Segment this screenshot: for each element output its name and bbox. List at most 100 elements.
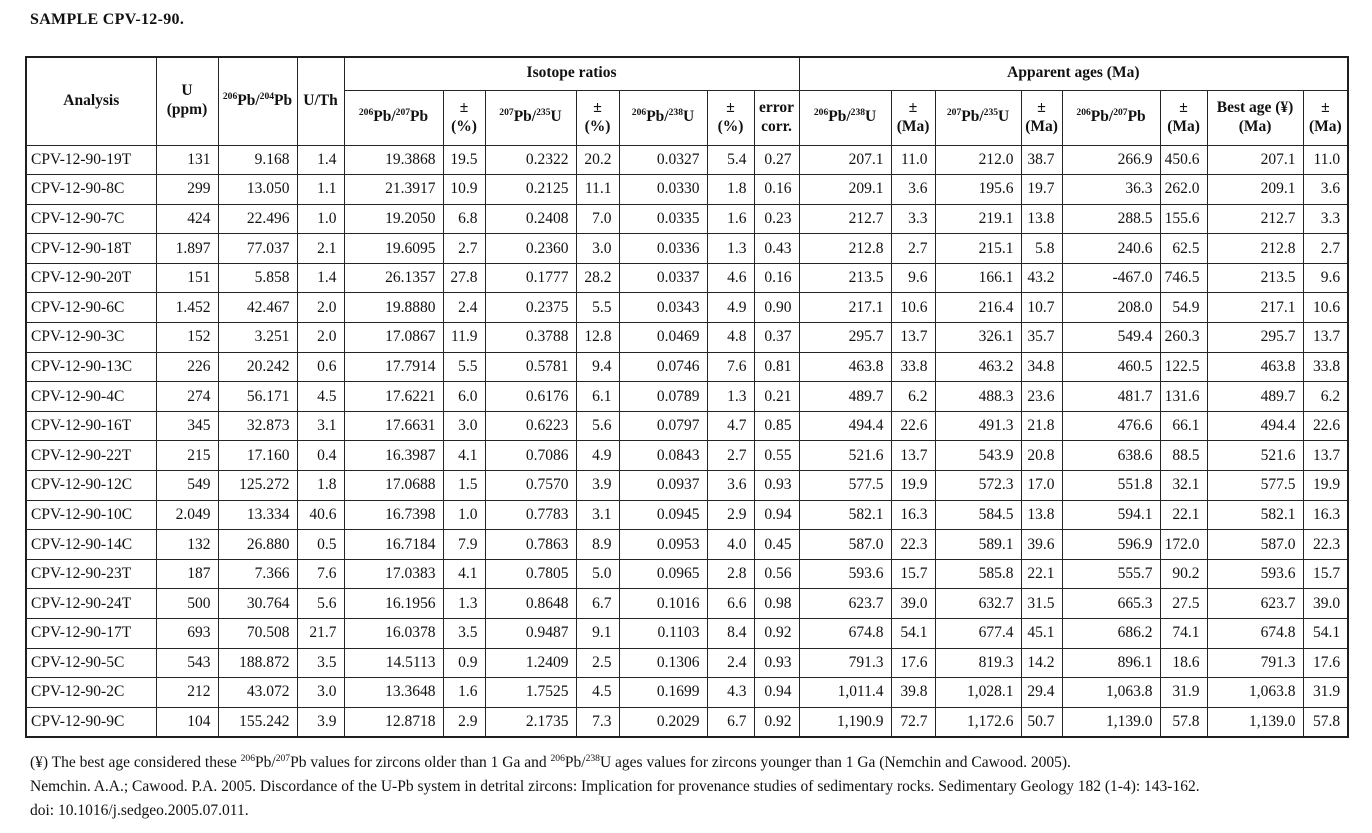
cell-pb206_pb204: 77.037 [217,233,298,264]
cell-ratio_206_207: 21.3917 [343,174,444,205]
cell-ratio_207_235_err_pct: 28.2 [575,262,620,294]
cell-ratio_206_238: 0.0336 [618,233,708,264]
cell-age_206_238: 295.7 [798,322,892,353]
cell-age_206_207: 549.4 [1061,322,1161,353]
cell-age_206_207: 460.5 [1061,351,1161,383]
cell-age_207_235: 219.1 [934,203,1022,235]
cell-best_age_err: 39.0 [1302,588,1349,619]
cell-age_206_238: 521.6 [798,440,892,472]
cell-ratio_206_207_err_pct: 2.4 [442,292,486,324]
cell-ratio_207_235: 0.2408 [484,203,577,235]
cell-ratio_206_207_err_pct: 3.5 [442,618,486,649]
cell-ratio_206_238_err_pct: 4.7 [706,410,755,442]
cell-age_206_238_err: 22.6 [890,410,936,442]
cell-pb206_pb204: 56.171 [217,381,298,412]
cell-ratio_207_235_err_pct: 5.6 [575,410,620,442]
table-row: CPV-12-90-20T 151 5.858 1.4 26.1357 27.8 0.177… [25,262,1349,294]
footnote-doi: doi: 10.1016/j.sedgeo.2005.07.011. [30,801,249,819]
cell-analysis: CPV-12-90-2C [25,677,157,708]
cell-age_206_207: 288.5 [1061,203,1161,235]
cell-age_206_238_err: 22.3 [890,529,936,560]
cell-u_ppm: 104 [155,706,219,738]
cell-u_ppm: 131 [155,144,219,176]
cell-error_corr: 0.23 [753,203,800,235]
cell-age_206_207_err: 32.1 [1159,470,1208,501]
cell-age_206_238: 463.8 [798,351,892,383]
cell-analysis: CPV-12-90-17T [25,618,157,649]
cell-analysis: CPV-12-90-3C [25,322,157,353]
cell-age_206_207_err: 746.5 [1159,262,1208,294]
cell-age_207_235_err: 45.1 [1020,618,1063,649]
cell-ratio_206_238: 0.0953 [618,529,708,560]
table-row: CPV-12-90-2C 212 43.072 3.0 13.3648 1.6 1.7525… [25,677,1349,708]
cell-pb206_pb204: 43.072 [217,677,298,708]
table-row: CPV-12-90-5C 543 188.872 3.5 14.5113 0.9 1.240… [25,647,1349,679]
cell-age_206_207_err: 54.9 [1159,292,1208,324]
cell-age_206_207_err: 262.0 [1159,174,1208,205]
table-row: CPV-12-90-18T 1.897 77.037 2.1 19.6095 2.7 0.2… [25,233,1349,264]
cell-ratio_206_238: 0.1306 [618,647,708,679]
cell-error_corr: 0.81 [753,351,800,383]
cell-age_206_207: 1,139.0 [1061,706,1161,738]
cell-ratio_207_235_err_pct: 4.5 [575,677,620,708]
cell-analysis: CPV-12-90-5C [25,647,157,679]
cell-ratio_206_207: 17.0383 [343,558,444,590]
cell-age_206_207_err: 172.0 [1159,529,1208,560]
cell-ratio_207_235: 0.9487 [484,618,577,649]
cell-best_age: 207.1 [1206,144,1304,176]
cell-age_206_238: 593.6 [798,558,892,590]
cell-ratio_207_235_err_pct: 4.9 [575,440,620,472]
cell-u_ppm: 226 [155,351,219,383]
cell-pb206_pb204: 9.168 [217,144,298,176]
cell-best_age_err: 9.6 [1302,262,1349,294]
cell-u_ppm: 132 [155,529,219,560]
cell-age_207_235: 488.3 [934,381,1022,412]
cell-ratio_206_238: 0.0330 [618,174,708,205]
cell-ratio_206_207: 17.6631 [343,410,444,442]
cell-u_ppm: 543 [155,647,219,679]
cell-pb206_pb204: 155.242 [217,706,298,738]
cell-age_207_235: 677.4 [934,618,1022,649]
cell-age_206_238_err: 39.8 [890,677,936,708]
cell-ratio_207_235: 0.6223 [484,410,577,442]
table-row: CPV-12-90-4C 274 56.171 4.5 17.6221 6.0 0.6176… [25,381,1349,412]
table-row: CPV-12-90-14C 132 26.880 0.5 16.7184 7.9 0.786… [25,529,1349,560]
cell-age_207_235: 212.0 [934,144,1022,176]
cell-best_age_err: 33.8 [1302,351,1349,383]
header-row-groups: Analysis U (ppm) 206Pb/204Pb U/Th Isotop… [25,56,1349,146]
cell-age_206_207: 686.2 [1061,618,1161,649]
cell-error_corr: 0.45 [753,529,800,560]
cell-ratio_207_235: 0.2360 [484,233,577,264]
cell-ratio_206_238_err_pct: 1.3 [706,381,755,412]
table-row: CPV-12-90-17T 693 70.508 21.7 16.0378 3.5 0.94… [25,618,1349,649]
cell-age_206_238: 209.1 [798,174,892,205]
cell-age_207_235: 543.9 [934,440,1022,472]
cell-age_206_238_err: 2.7 [890,233,936,264]
cell-ratio_206_207: 16.0378 [343,618,444,649]
cell-u_th: 3.0 [296,677,345,708]
cell-best_age: 494.4 [1206,410,1304,442]
cell-u_th: 21.7 [296,618,345,649]
cell-age_206_207: 481.7 [1061,381,1161,412]
cell-ratio_207_235_err_pct: 7.0 [575,203,620,235]
cell-age_206_207: 665.3 [1061,588,1161,619]
cell-age_206_207: 896.1 [1061,647,1161,679]
cell-age_206_238: 791.3 [798,647,892,679]
cell-ratio_207_235: 0.2125 [484,174,577,205]
cell-pb206_pb204: 32.873 [217,410,298,442]
cell-best_age: 623.7 [1206,588,1304,619]
cell-ratio_207_235_err_pct: 9.4 [575,351,620,383]
cell-age_207_235: 585.8 [934,558,1022,590]
cell-age_206_238_err: 19.9 [890,470,936,501]
cell-age_206_238: 623.7 [798,588,892,619]
cell-ratio_206_207: 14.5113 [343,647,444,679]
cell-best_age: 582.1 [1206,499,1304,531]
cell-pb206_pb204: 70.508 [217,618,298,649]
cell-age_206_238: 217.1 [798,292,892,324]
cell-error_corr: 0.94 [753,499,800,531]
col-header-age-206-207-err: ± (Ma) [1159,89,1208,146]
cell-ratio_206_238_err_pct: 2.7 [706,440,755,472]
cell-ratio_207_235_err_pct: 3.0 [575,233,620,264]
group-header-isotope-ratios: Isotope ratios [343,56,800,91]
cell-ratio_207_235: 0.8648 [484,588,577,619]
